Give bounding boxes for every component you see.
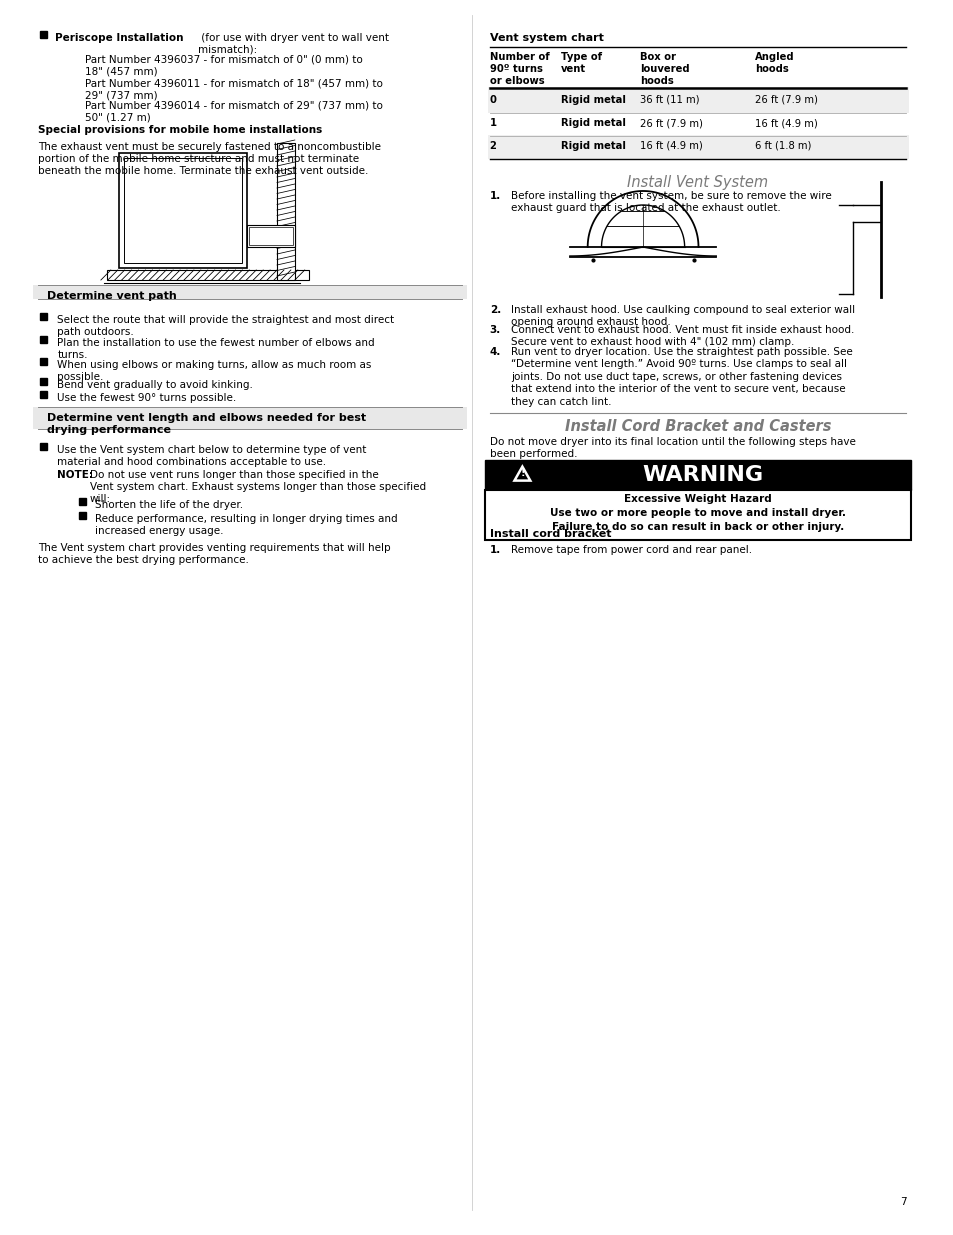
- Text: Special provisions for mobile home installations: Special provisions for mobile home insta…: [37, 125, 321, 135]
- Text: Use the Vent system chart below to determine type of vent
material and hood comb: Use the Vent system chart below to deter…: [57, 445, 366, 467]
- Text: Rigid metal: Rigid metal: [560, 119, 625, 128]
- Text: Do not use vent runs longer than those specified in the
Vent system chart. Exhau: Do not use vent runs longer than those s…: [90, 471, 426, 504]
- Text: Type of
vent: Type of vent: [560, 52, 601, 74]
- Text: Install Vent System: Install Vent System: [627, 175, 768, 190]
- Text: 1: 1: [489, 119, 497, 128]
- Bar: [32, 285, 466, 299]
- Polygon shape: [514, 467, 530, 480]
- Bar: [79, 513, 86, 519]
- Bar: [79, 498, 86, 505]
- Text: Rigid metal: Rigid metal: [560, 95, 625, 105]
- Text: Do not move dryer into its final location until the following steps have
been pe: Do not move dryer into its final locatio…: [489, 437, 855, 459]
- Bar: [107, 270, 309, 280]
- Text: Excessive Weight Hazard: Excessive Weight Hazard: [623, 494, 771, 504]
- Text: Install Cord Bracket and Casters: Install Cord Bracket and Casters: [564, 419, 830, 433]
- Text: 6 ft (1.8 m): 6 ft (1.8 m): [754, 141, 810, 151]
- Bar: [32, 408, 466, 429]
- Bar: [118, 153, 247, 268]
- Bar: [39, 390, 47, 398]
- Bar: [39, 336, 47, 343]
- Bar: [487, 86, 908, 112]
- Text: 1.: 1.: [489, 545, 500, 555]
- Text: Part Number 4396037 - for mismatch of 0" (0 mm) to
18" (457 mm): Part Number 4396037 - for mismatch of 0"…: [85, 56, 362, 77]
- Text: 36 ft (11 m): 36 ft (11 m): [639, 95, 699, 105]
- Bar: [39, 378, 47, 385]
- Text: Plan the installation to use the fewest number of elbows and
turns.: Plan the installation to use the fewest …: [57, 338, 375, 359]
- Text: Bend vent gradually to avoid kinking.: Bend vent gradually to avoid kinking.: [57, 380, 253, 390]
- Bar: [276, 143, 294, 280]
- Text: 26 ft (7.9 m): 26 ft (7.9 m): [754, 95, 817, 105]
- Bar: [487, 135, 908, 159]
- Text: Shorten the life of the dryer.: Shorten the life of the dryer.: [95, 500, 243, 510]
- Text: 2.: 2.: [489, 305, 500, 315]
- Text: Determine vent length and elbows needed for best
drying performance: Determine vent length and elbows needed …: [48, 412, 366, 436]
- Text: NOTE:: NOTE:: [57, 471, 93, 480]
- Text: The exhaust vent must be securely fastened to a noncombustible
portion of the mo: The exhaust vent must be securely fasten…: [37, 142, 380, 177]
- Text: Periscope Installation: Periscope Installation: [55, 33, 184, 43]
- Text: Select the route that will provide the straightest and most direct
path outdoors: Select the route that will provide the s…: [57, 315, 395, 337]
- Text: Before installing the vent system, be sure to remove the wire
exhaust guard that: Before installing the vent system, be su…: [511, 191, 831, 212]
- Text: Box or
louvered
hoods: Box or louvered hoods: [639, 52, 689, 86]
- Text: 16 ft (4.9 m): 16 ft (4.9 m): [754, 119, 817, 128]
- Text: Determine vent path: Determine vent path: [48, 291, 177, 301]
- Bar: [484, 490, 910, 540]
- Text: The Vent system chart provides venting requirements that will help
to achieve th: The Vent system chart provides venting r…: [37, 543, 390, 564]
- Text: Run vent to dryer location. Use the straightest path possible. See
“Determine ve: Run vent to dryer location. Use the stra…: [511, 347, 852, 406]
- Bar: [39, 31, 47, 38]
- Text: (for use with dryer vent to wall vent
mismatch):: (for use with dryer vent to wall vent mi…: [197, 33, 389, 56]
- Text: WARNING: WARNING: [641, 466, 762, 485]
- Text: 0: 0: [489, 95, 497, 105]
- Text: Install exhaust hood. Use caulking compound to seal exterior wall
opening around: Install exhaust hood. Use caulking compo…: [511, 305, 855, 327]
- Text: !: !: [519, 468, 524, 478]
- Text: 16 ft (4.9 m): 16 ft (4.9 m): [639, 141, 702, 151]
- Text: Remove tape from power cord and rear panel.: Remove tape from power cord and rear pan…: [511, 545, 752, 555]
- Text: Vent system chart: Vent system chart: [489, 33, 603, 43]
- Text: 26 ft (7.9 m): 26 ft (7.9 m): [639, 119, 702, 128]
- Bar: [39, 312, 47, 320]
- Text: Use the fewest 90° turns possible.: Use the fewest 90° turns possible.: [57, 393, 236, 403]
- Bar: [249, 227, 293, 245]
- Text: Part Number 4396014 - for mismatch of 29" (737 mm) to
50" (1.27 m): Part Number 4396014 - for mismatch of 29…: [85, 101, 382, 124]
- Text: Install cord bracket: Install cord bracket: [489, 529, 611, 538]
- Text: 1.: 1.: [489, 191, 500, 201]
- Text: 4.: 4.: [489, 347, 500, 357]
- Bar: [124, 158, 242, 263]
- Text: Angled
hoods: Angled hoods: [754, 52, 794, 74]
- Text: Part Number 4396011 - for mismatch of 18" (457 mm) to
29" (737 mm): Part Number 4396011 - for mismatch of 18…: [85, 78, 382, 100]
- Text: Failure to do so can result in back or other injury.: Failure to do so can result in back or o…: [551, 522, 843, 532]
- Text: Reduce performance, resulting in longer drying times and
increased energy usage.: Reduce performance, resulting in longer …: [95, 514, 397, 536]
- Text: 2: 2: [489, 141, 497, 151]
- Bar: [39, 358, 47, 366]
- Text: When using elbows or making turns, allow as much room as
possible.: When using elbows or making turns, allow…: [57, 359, 372, 382]
- Bar: [39, 442, 47, 450]
- Text: 7: 7: [899, 1197, 905, 1207]
- Text: 3.: 3.: [489, 325, 500, 335]
- Text: Number of
90º turns
or elbows: Number of 90º turns or elbows: [489, 52, 549, 86]
- Text: Connect vent to exhaust hood. Vent must fit inside exhaust hood.
Secure vent to : Connect vent to exhaust hood. Vent must …: [511, 325, 854, 347]
- Text: Rigid metal: Rigid metal: [560, 141, 625, 151]
- Bar: [484, 459, 910, 490]
- Bar: [247, 225, 294, 247]
- Text: Use two or more people to move and install dryer.: Use two or more people to move and insta…: [550, 508, 845, 517]
